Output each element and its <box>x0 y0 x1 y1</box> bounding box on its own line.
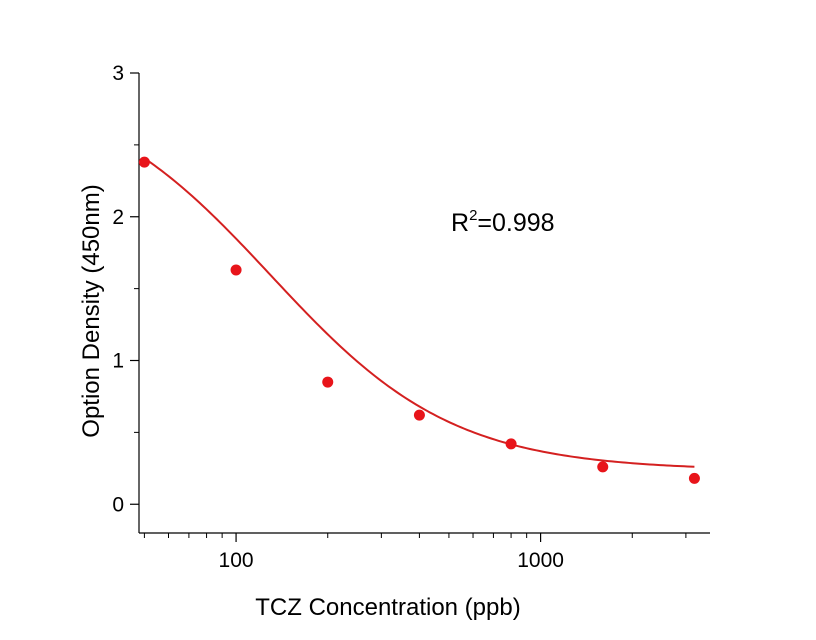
x-tick-label: 1000 <box>517 549 564 572</box>
r-squared-value: =0.998 <box>477 209 554 237</box>
x-axis-title: TCZ Concentration (ppb) <box>255 594 520 621</box>
data-points <box>138 156 700 484</box>
axes: 0 1 2 3 100 1000 <box>112 62 710 572</box>
data-point <box>505 438 517 450</box>
fit-curve <box>143 157 695 468</box>
r-squared-annotation: R2=0.998 <box>451 207 555 237</box>
data-point <box>597 461 609 473</box>
data-point <box>688 472 700 484</box>
y-tick-label: 0 <box>112 493 124 516</box>
y-tick-label: 2 <box>112 206 124 229</box>
r-squared-r: R <box>451 209 469 237</box>
y-tick-label: 3 <box>112 62 124 85</box>
r-squared-sup: 2 <box>469 207 477 224</box>
x-tick-label: 100 <box>219 549 254 572</box>
fit-curve-group <box>143 157 695 468</box>
data-point <box>413 409 425 421</box>
data-point <box>230 264 242 276</box>
y-tick-label: 1 <box>112 350 124 373</box>
data-point <box>138 156 150 168</box>
data-point <box>322 376 334 388</box>
y-axis-title: Option Density (450nm) <box>78 184 105 437</box>
